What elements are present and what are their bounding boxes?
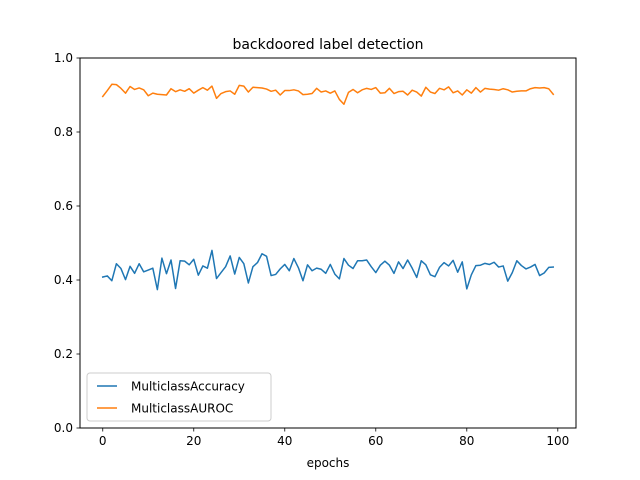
legend-box	[86, 372, 272, 422]
y-tick-label: 1.0	[54, 51, 73, 65]
y-ticks: 0.0 0.2 0.4 0.6 0.8 1.0	[54, 51, 80, 435]
legend-label-multiclassauroc: MulticlassAUROC	[131, 402, 233, 416]
y-tick-label: 0.4	[54, 273, 73, 287]
legend-label-multiclassaccuracy: MulticlassAccuracy	[131, 380, 245, 394]
x-axis-label: epochs	[307, 456, 350, 470]
plot-frame	[79, 57, 577, 429]
series-layer	[101, 83, 555, 291]
x-tick-label: 20	[186, 434, 201, 448]
x-tick-label: 60	[368, 434, 383, 448]
axes-layer	[79, 57, 577, 429]
y-tick-label: 0.0	[54, 421, 73, 435]
y-tick-label: 0.8	[54, 125, 73, 139]
x-tick-label: 40	[277, 434, 292, 448]
y-tick-label: 0.2	[54, 347, 73, 361]
series-line-multiclassaccuracy	[101, 249, 555, 291]
plot-area	[80, 58, 576, 428]
x-tick-label: 100	[546, 434, 569, 448]
series-line-multiclassauroc	[101, 83, 555, 105]
legend: MulticlassAccuracy MulticlassAUROC	[86, 372, 272, 422]
x-tick-label: 0	[99, 434, 107, 448]
x-ticks: 0 20 40 60 80 100	[99, 428, 569, 448]
x-tick-label: 80	[459, 434, 474, 448]
y-tick-label: 0.6	[54, 199, 73, 213]
chart-title: backdoored label detection	[232, 37, 423, 53]
